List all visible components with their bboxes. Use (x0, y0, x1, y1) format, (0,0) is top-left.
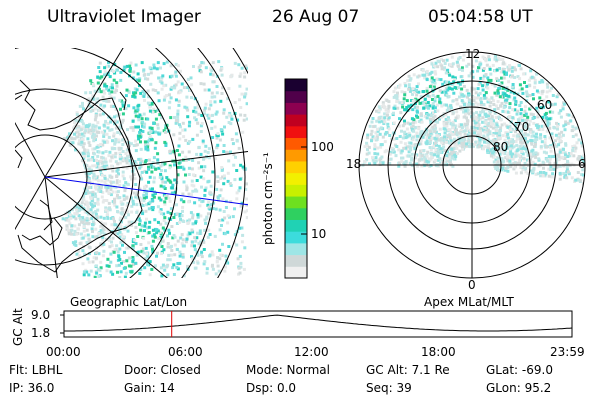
geo-longitude-grid (15, 48, 248, 278)
filter-status: Flt: LBHL (9, 363, 63, 377)
door-status: Door: Closed (124, 363, 201, 377)
colorbar-cell (285, 196, 307, 209)
dsp-status: Dsp: 0.0 (246, 381, 297, 395)
colorbar-cell (285, 125, 307, 139)
time-tick-1800: 18:00 (421, 345, 456, 359)
glat-status: GLat: -69.0 (486, 363, 553, 377)
glon-status: GLon: 95.2 (486, 381, 552, 395)
ip-status: IP: 36.0 (9, 381, 55, 395)
colorbar-cell (285, 266, 307, 279)
geo-latitude-grid (15, 48, 248, 278)
gain-status: Gain: 14 (124, 381, 175, 395)
gc-altitude-status: GC Alt: 7.1 Re (366, 363, 450, 377)
colorbar-cell (285, 160, 307, 174)
colorbar-cell (285, 149, 307, 162)
time-tick-2359: 23:59 (550, 345, 585, 359)
mlat-label-70: 70 (514, 120, 530, 134)
altitude-track (60, 310, 573, 338)
mode-status: Mode: Normal (246, 363, 330, 377)
colorbar-cell (285, 254, 307, 267)
geographic-caption: Geographic Lat/Lon (70, 295, 188, 309)
time-tick-0600: 06:00 (168, 345, 203, 359)
colorbar-cell (285, 231, 307, 244)
apex-caption: Apex MLat/MLT (424, 295, 514, 309)
mlt-label-0: 0 (468, 278, 476, 292)
colorbar-cell (285, 79, 307, 92)
apex-polar-grid (358, 51, 586, 279)
mlt-label-18: 18 (346, 157, 362, 171)
time-tick-1200: 12:00 (294, 345, 329, 359)
colorbar-cell (285, 242, 307, 256)
mlt-label-6: 6 (578, 157, 586, 171)
sequence-status: Seq: 39 (366, 381, 412, 395)
colorbar-tick-100: 100 (311, 140, 334, 154)
altitude-tick-max: 9.0 (31, 308, 51, 322)
colorbar-cell (285, 90, 307, 103)
colorbar-cell (285, 102, 307, 115)
coastline (15, 79, 143, 273)
noon-midnight-line (44, 176, 248, 206)
date-label: 26 Aug 07 (272, 7, 360, 27)
time-tick-0000: 00:00 (46, 345, 81, 359)
time-label: 05:04:58 UT (428, 7, 533, 27)
mlat-label-80: 80 (493, 140, 509, 154)
colorbar (284, 78, 308, 279)
colorbar-unit-label: photon cm⁻²s⁻¹ (261, 152, 275, 245)
colorbar-cell (285, 172, 307, 185)
colorbar-cell (285, 207, 307, 220)
colorbar-cell (285, 114, 307, 127)
apex-emission-pixels (361, 53, 585, 186)
mlat-label-60: 60 (537, 98, 553, 112)
colorbar-cell (285, 137, 307, 150)
altitude-tick-min: 1.8 (31, 326, 51, 340)
colorbar-cell (285, 219, 307, 232)
colorbar-tick-10: 10 (311, 227, 327, 241)
instrument-title: Ultraviolet Imager (47, 7, 201, 27)
colorbar-cell (285, 184, 307, 197)
altitude-axis-label: GC Alt (11, 308, 25, 346)
geo-emission-pixels (61, 60, 248, 278)
mlt-label-12: 12 (465, 47, 481, 61)
